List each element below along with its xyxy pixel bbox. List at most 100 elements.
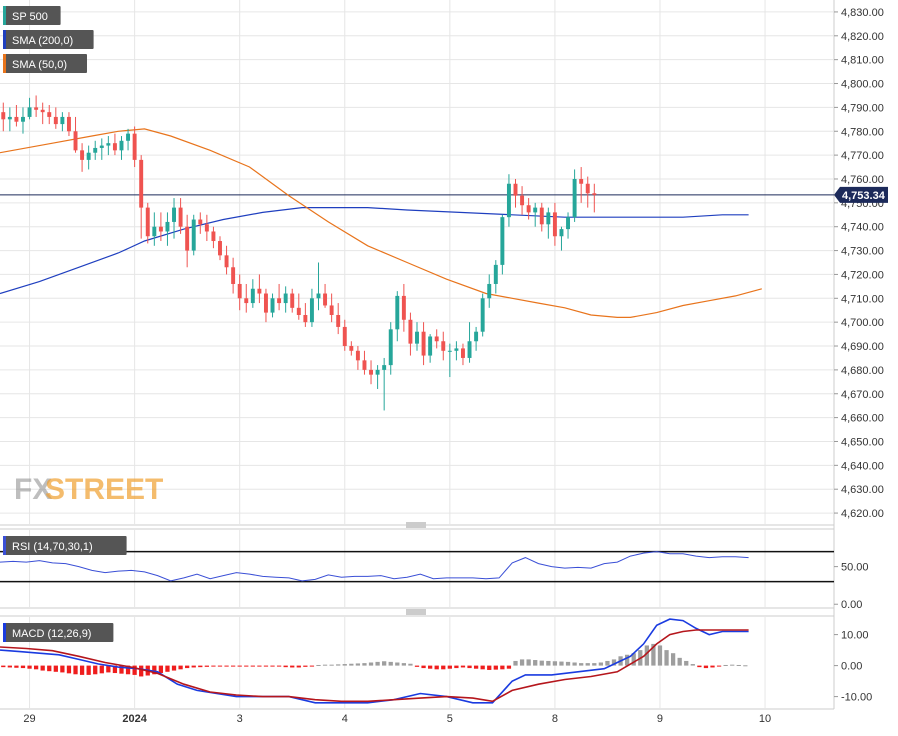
macd-histogram-bar: [329, 664, 334, 666]
macd-histogram-bar: [40, 665, 45, 671]
macd-histogram-bar: [421, 665, 426, 669]
candle: [520, 186, 525, 215]
macd-histogram-bar: [33, 665, 39, 670]
candle: [559, 226, 564, 251]
rsi-legend-item[interactable]: RSI (14,70,30,1): [3, 536, 127, 555]
candle-body: [132, 133, 137, 160]
candle: [158, 212, 163, 242]
macd-histogram-bar: [165, 665, 170, 672]
macd-resize-grip[interactable]: [406, 609, 426, 615]
candle-body: [231, 267, 236, 284]
macd-histogram-bar: [119, 665, 124, 674]
sma200-line: [0, 207, 749, 295]
macd-histogram-bar: [257, 665, 262, 667]
candle: [211, 226, 216, 249]
candle-body: [428, 336, 433, 356]
macd-histogram-bar: [460, 665, 466, 668]
price-legend-item[interactable]: SMA (50,0): [3, 54, 87, 73]
rsi-resize-grip[interactable]: [406, 522, 426, 528]
legend-box: [3, 54, 87, 73]
macd-histogram-bar: [572, 662, 577, 666]
y-tick-label: 4,820.00: [841, 31, 884, 43]
macd-histogram-bar: [710, 665, 715, 668]
legend-label: SMA (50,0): [12, 59, 67, 71]
candle-body: [178, 207, 183, 227]
y-tick-label: 4,630.00: [841, 484, 884, 496]
candle-body: [257, 288, 262, 294]
candle-body: [40, 109, 45, 113]
candle: [336, 303, 341, 335]
candle-body: [506, 183, 511, 218]
macd-histogram-bar: [611, 659, 617, 666]
candle: [296, 293, 301, 320]
macd-histogram-bar: [230, 665, 236, 667]
candle-body: [460, 348, 465, 358]
candle-body: [388, 329, 393, 366]
candle: [119, 136, 124, 160]
candle-body: [86, 152, 91, 160]
y-tick-label: 4,730.00: [841, 246, 884, 258]
macd-legend-item[interactable]: MACD (12,26,9): [3, 623, 114, 642]
y-tick-label: 4,790.00: [841, 102, 884, 114]
macd-histogram-bar: [93, 665, 98, 675]
candle: [290, 288, 295, 313]
candle-body: [375, 369, 380, 375]
macd-histogram-bar: [244, 665, 249, 667]
candle-body: [106, 143, 111, 146]
macd-histogram-bar: [473, 665, 479, 669]
candle: [99, 138, 104, 160]
macd-histogram-bar: [513, 660, 518, 666]
candle-body: [487, 283, 492, 299]
macd-histogram-bar: [217, 665, 223, 667]
y-tick-label: 4,650.00: [841, 436, 884, 448]
candle-body: [480, 298, 485, 332]
macd-histogram-bar: [1, 665, 6, 668]
candle-body: [204, 224, 209, 232]
macd-histogram-bar: [139, 665, 144, 677]
y-tick-label: 4,660.00: [841, 413, 884, 425]
macd-y-tick-label: -10.00: [841, 692, 872, 704]
candle-body: [119, 140, 124, 151]
candle-body: [21, 116, 25, 122]
candle: [395, 291, 400, 342]
last-price-label: 4,753.34: [842, 190, 886, 202]
y-tick-label: 4,670.00: [841, 389, 884, 401]
candle: [500, 214, 505, 275]
candle-body: [139, 159, 144, 208]
candle: [434, 329, 439, 349]
price-legend-item[interactable]: SMA (200,0): [3, 30, 94, 49]
candle: [185, 214, 190, 268]
candle-body: [513, 183, 518, 196]
x-axis: 29 2024 3 4 5 8 9 10: [23, 713, 771, 725]
legend-box: [3, 30, 94, 49]
candle-body: [546, 212, 551, 225]
candle: [218, 236, 222, 261]
y-tick-label: 4,780.00: [841, 126, 884, 138]
candle: [460, 343, 465, 366]
candle: [572, 169, 577, 222]
candle: [40, 102, 45, 125]
candle: [493, 260, 498, 294]
candle-body: [415, 331, 419, 344]
macd-histogram-bar: [434, 665, 439, 670]
candle: [132, 126, 137, 168]
macd-histogram-bar: [625, 654, 630, 666]
candle-body: [355, 350, 360, 361]
candle: [34, 95, 39, 117]
candle-body: [211, 231, 216, 242]
candle: [231, 257, 236, 294]
legend-label: SMA (200,0): [12, 35, 73, 47]
macd-histogram-bar: [53, 665, 58, 672]
y-tick-label: 4,760.00: [841, 174, 884, 186]
candle-body: [66, 116, 71, 132]
candle: [263, 288, 268, 323]
candle: [112, 133, 117, 156]
candle-body: [533, 207, 538, 213]
candle: [270, 293, 275, 318]
candle-body: [296, 307, 301, 315]
legend-box: [3, 6, 61, 25]
price-legend-item[interactable]: SP 500: [3, 6, 61, 25]
macd-histogram-bar: [99, 665, 104, 674]
macd-histogram-bar: [191, 665, 196, 668]
